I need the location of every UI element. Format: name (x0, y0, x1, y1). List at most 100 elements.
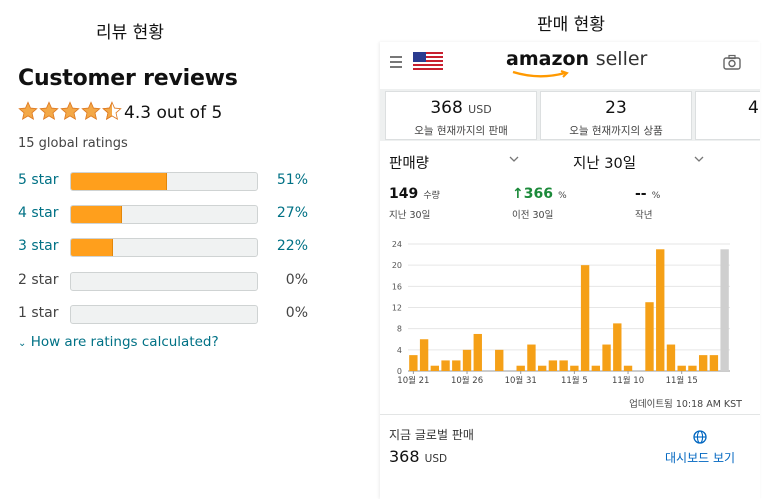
star-icon (18, 101, 38, 121)
rating-bar-fill (71, 173, 167, 190)
tile-value: 23 (605, 98, 627, 118)
chart-bar[interactable] (495, 349, 504, 371)
tile-unit: USD (468, 103, 492, 116)
x-tick-label: 11월 15 (666, 375, 698, 386)
global-sales-unit: USD (424, 453, 448, 465)
chart-bar[interactable] (419, 339, 429, 371)
rating-row-4[interactable]: 4 star 27% (18, 203, 308, 225)
chart-bar[interactable] (602, 344, 611, 371)
metric-dropdown[interactable]: 판매량 (389, 156, 430, 172)
y-tick-label: 0 (397, 367, 402, 376)
stat-unit: 수량 (423, 191, 440, 201)
rating-row-3[interactable]: 3 star 22% (18, 236, 308, 258)
chart-bar[interactable] (441, 360, 450, 371)
chart-bar[interactable] (430, 365, 440, 371)
brand-amazon: amazon (506, 48, 590, 70)
chart-bar[interactable] (570, 365, 579, 371)
chart-bar[interactable] (516, 365, 525, 371)
chart-bar[interactable] (656, 249, 665, 371)
chart-bar[interactable] (462, 349, 472, 371)
rating-row-percent[interactable]: 51% (276, 172, 308, 188)
how-ratings-label[interactable]: How are ratings calculated? (30, 334, 219, 350)
stat-caption: 이전 30일 (512, 210, 554, 221)
rating-summary: 4.3 out of 5 (124, 103, 223, 123)
chart-bar[interactable] (537, 365, 547, 371)
period-dropdown[interactable]: 지난 30일 (573, 156, 637, 172)
rating-bar[interactable] (70, 238, 258, 257)
star-rating (18, 101, 122, 121)
chart-bar[interactable] (688, 365, 697, 371)
menu-icon[interactable] (390, 56, 402, 71)
stat-units: 149 수량 지난 30일 (389, 183, 440, 221)
rating-bar[interactable] (70, 205, 258, 224)
divider (380, 414, 760, 415)
x-tick-label: 10월 26 (451, 375, 483, 386)
chevron-down-icon[interactable] (509, 155, 519, 163)
globe-icon[interactable] (693, 430, 707, 444)
chevron-down-icon: ⌄ (18, 338, 27, 349)
tile-value: 368 (430, 98, 463, 118)
chart-bar[interactable] (613, 323, 622, 371)
chart-bar[interactable] (580, 265, 590, 371)
rating-row-percent[interactable]: 22% (276, 238, 308, 254)
x-tick-label: 11월 5 (561, 375, 588, 386)
global-sales-value: 368 USD (389, 447, 447, 466)
half-star-icon (102, 101, 122, 121)
seller-app: amazon seller 368 USD 오늘 현재까지의 판매 23 오늘 … (380, 42, 760, 499)
rating-row-label[interactable]: 4 star (18, 205, 59, 221)
rating-row-percent[interactable]: 27% (276, 205, 308, 221)
x-tick-label: 11월 10 (612, 375, 644, 386)
stat-caption: 지난 30일 (389, 210, 431, 221)
chevron-down-icon[interactable] (694, 155, 704, 163)
units-today-tile[interactable]: 23 오늘 현재까지의 상품 (540, 91, 692, 140)
rating-row-percent: 0% (285, 272, 308, 288)
brand-seller: seller (595, 48, 648, 70)
stat-value: 149 (389, 186, 419, 202)
rating-bar (70, 305, 258, 324)
tile-caption: 오늘 현재까지의 상품 (569, 125, 663, 137)
star-icon (60, 101, 80, 121)
rating-bar-fill (71, 239, 113, 256)
chart-bar[interactable] (720, 249, 729, 371)
updated-timestamp: 업데이트됨 10:18 AM KST (629, 399, 742, 410)
global-ratings-count: 15 global ratings (18, 136, 128, 151)
amazon-smile-icon (512, 70, 569, 78)
chart-bar[interactable] (709, 355, 719, 371)
chart-bar[interactable] (559, 360, 568, 371)
stat-caption: 작년 (635, 210, 653, 221)
chart-bar[interactable] (409, 355, 418, 371)
rating-row-5[interactable]: 5 star 51% (18, 170, 308, 192)
chart-bar[interactable] (548, 360, 558, 371)
rating-bar-fill (71, 206, 123, 223)
stat-value: -- (635, 186, 647, 202)
us-flag-icon[interactable] (413, 52, 443, 70)
rating-row-label[interactable]: 3 star (18, 238, 59, 254)
chart-bar[interactable] (645, 302, 654, 371)
rating-row-label: 1 star (18, 305, 59, 321)
chart-bar[interactable] (591, 365, 601, 371)
sales-caption: 판매 현황 (537, 15, 605, 35)
rating-row-percent: 0% (285, 305, 308, 321)
chart-bar[interactable] (623, 365, 633, 371)
chart-bar[interactable] (666, 344, 676, 371)
x-tick-label: 10월 31 (505, 375, 537, 386)
camera-icon[interactable] (723, 54, 741, 70)
amazon-seller-logo: amazon seller (506, 48, 647, 70)
rating-row-label[interactable]: 5 star (18, 172, 59, 188)
sales-bar-chart: 0 4 8 12 16 20 24 10월 21 10월 26 10월 31 11월 5 11월 10… (392, 240, 730, 386)
chart-bar[interactable] (473, 333, 482, 371)
view-dashboard-link[interactable]: 대시보드 보기 (665, 451, 736, 465)
y-tick-label: 20 (392, 261, 402, 270)
third-tile[interactable]: 4 (695, 91, 760, 140)
chart-bar[interactable] (527, 344, 536, 371)
chart-bar[interactable] (677, 365, 686, 371)
rating-row-2: 2 star 0% (18, 270, 308, 292)
chart-bar[interactable] (452, 360, 461, 371)
rating-bar[interactable] (70, 172, 258, 191)
sales-today-tile[interactable]: 368 USD 오늘 현재까지의 판매 (385, 91, 537, 140)
x-tick-label: 10월 21 (397, 375, 429, 386)
y-tick-label: 16 (392, 282, 402, 291)
chart-bar[interactable] (698, 355, 708, 371)
y-tick-label: 12 (392, 304, 402, 313)
how-ratings-calculated-link[interactable]: ⌄ How are ratings calculated? (18, 334, 219, 350)
